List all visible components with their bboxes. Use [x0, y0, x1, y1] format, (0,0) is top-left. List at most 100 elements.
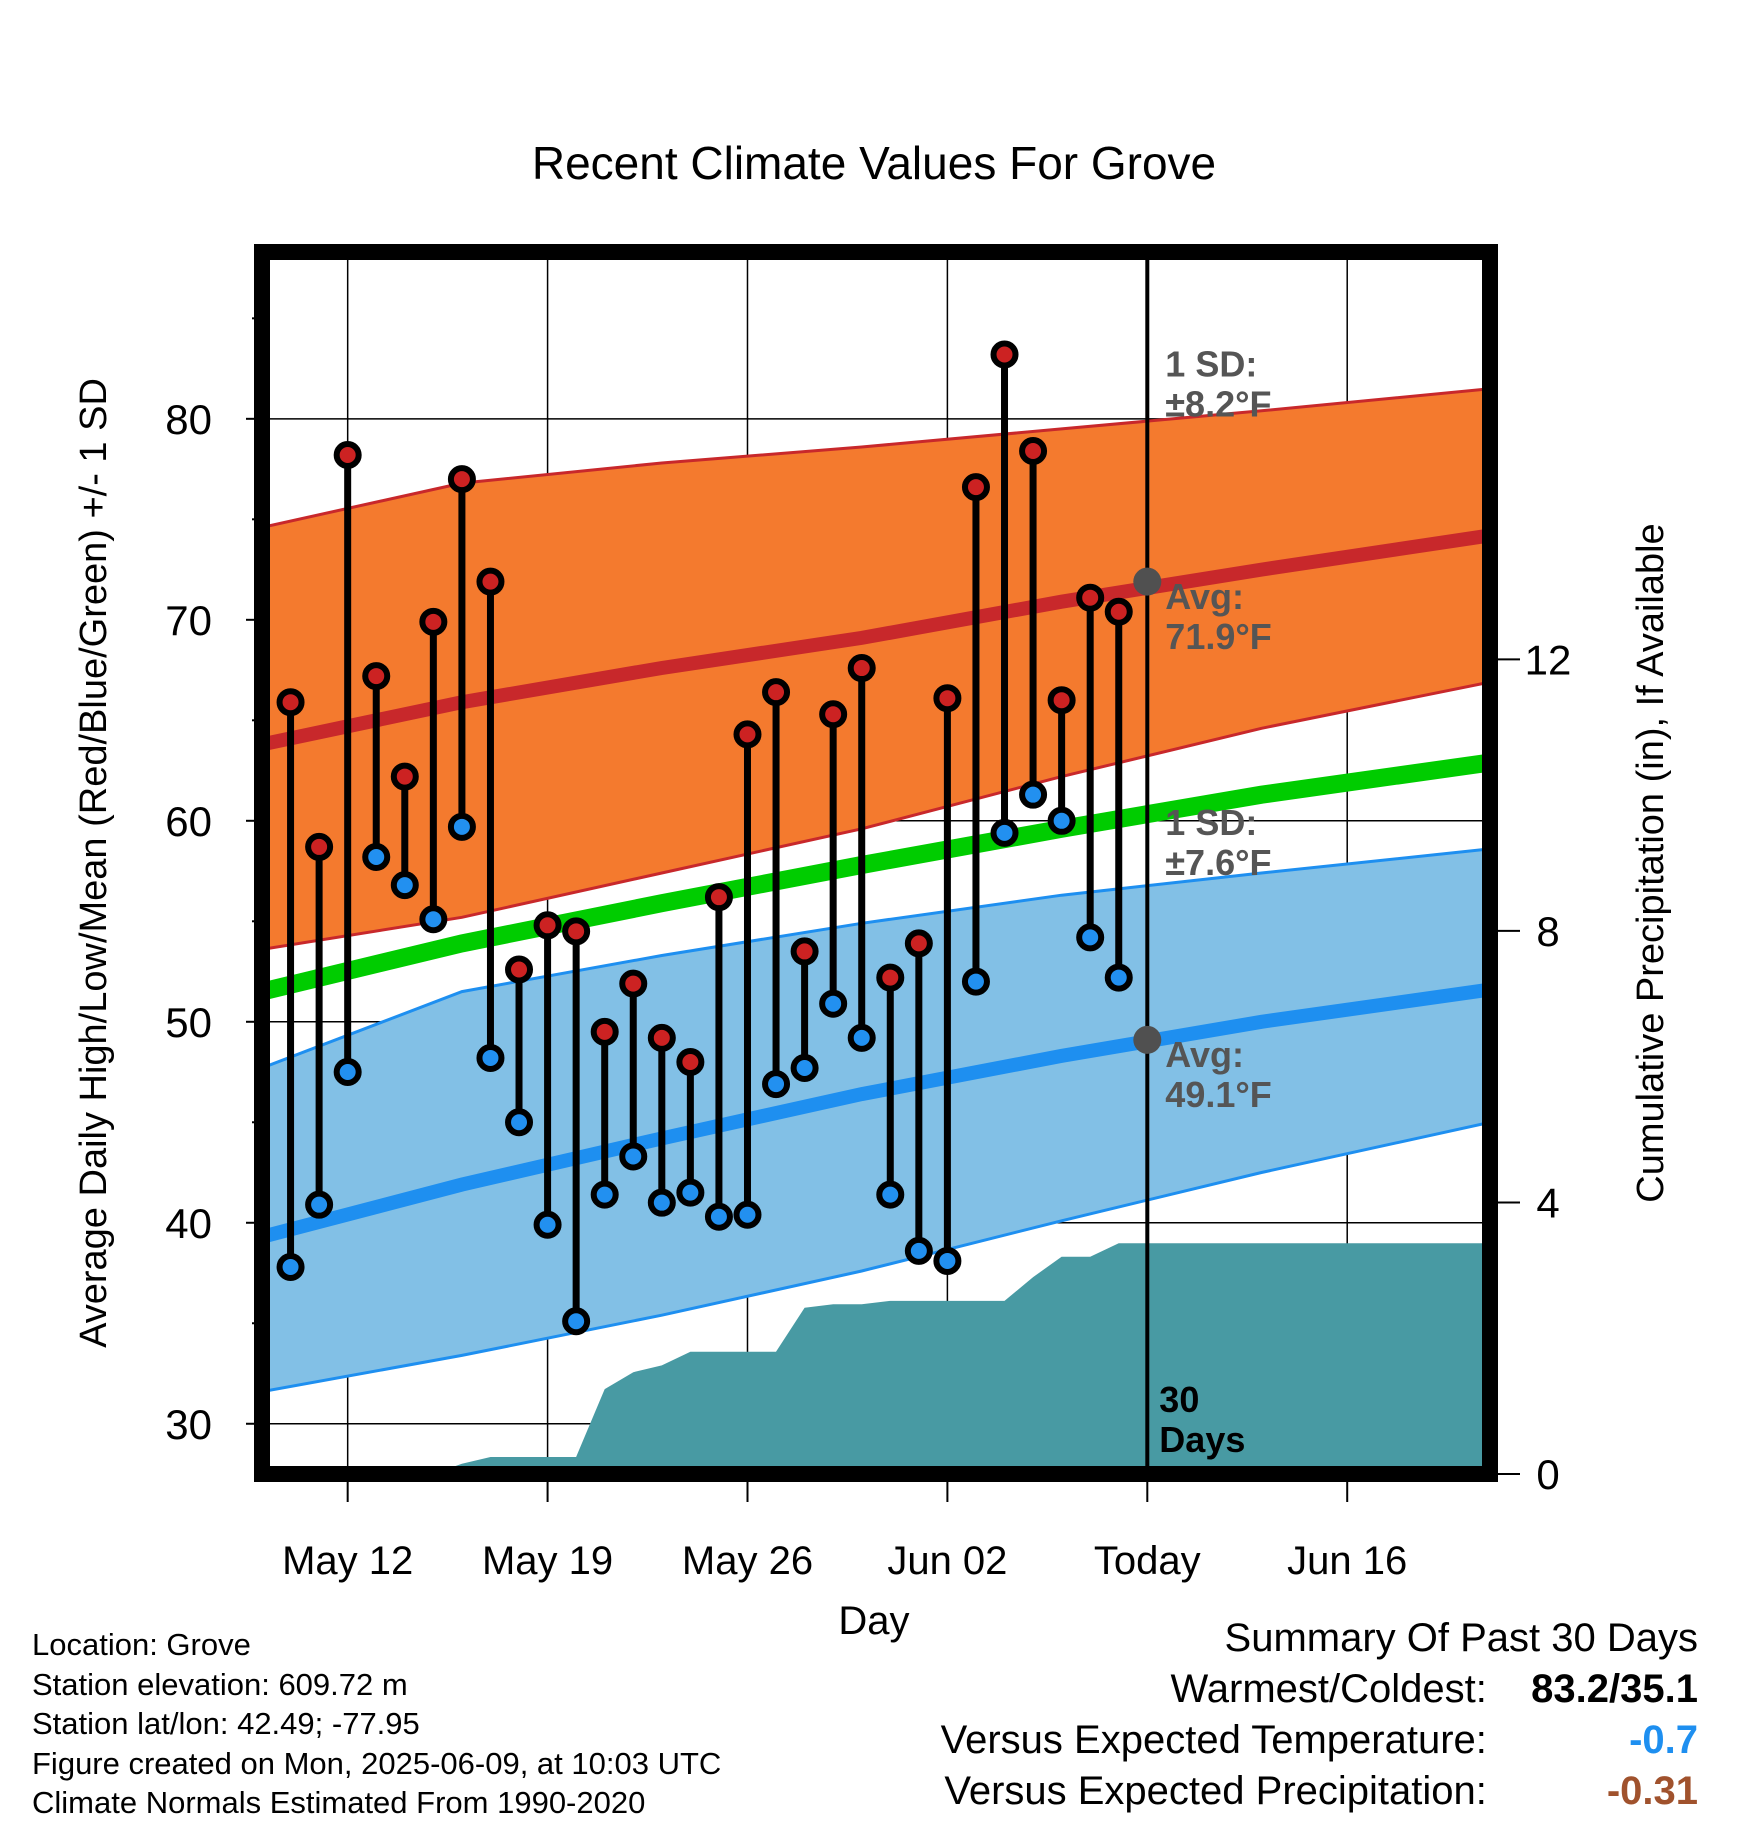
summary-panel: Summary Of Past 30 Days Warmest/Coldest:… — [941, 1613, 1698, 1817]
warmest-label: Warmest/Coldest: — [1170, 1667, 1487, 1711]
x-tick-label-today: Today — [1094, 1539, 1201, 1583]
temp-value: -0.7 — [1629, 1718, 1698, 1762]
today-low-avg-dot — [1133, 1025, 1162, 1054]
obs-high-point-24 — [961, 473, 990, 502]
obs-high-point-10 — [562, 917, 591, 946]
obs-high-point-9 — [533, 911, 562, 940]
obs-low-point-15 — [704, 1202, 733, 1231]
y-tick-label-70: 70 — [165, 597, 212, 644]
y-axis-label: Average Daily High/Low/Mean (Red/Blue/Gr… — [73, 378, 115, 1348]
obs-high-point-28 — [1076, 583, 1105, 612]
y-tick-label-50: 50 — [165, 999, 212, 1046]
y2-tick-label-12: 12 — [1525, 636, 1572, 683]
low-sd-band — [262, 848, 1490, 1392]
obs-high-point-13 — [647, 1023, 676, 1052]
obs-low-point-2 — [333, 1058, 362, 1087]
obs-low-point-8 — [505, 1108, 534, 1137]
high-sd-label-1: ±8.2°F — [1165, 384, 1271, 425]
obs-low-point-9 — [533, 1210, 562, 1239]
low-sd-label-0: 1 SD: — [1165, 802, 1257, 843]
x-axis-label: Day — [838, 1599, 909, 1643]
obs-low-point-13 — [647, 1188, 676, 1217]
y-tick-label-40: 40 — [165, 1200, 212, 1247]
obs-high-point-3 — [362, 662, 391, 691]
obs-high-point-5 — [419, 607, 448, 636]
period-label-0: 30 — [1159, 1379, 1199, 1420]
obs-high-point-7 — [476, 567, 505, 596]
obs-low-point-3 — [362, 842, 391, 871]
station-info: Location: Grove Station elevation: 609.7… — [32, 1625, 721, 1823]
obs-high-point-21 — [876, 963, 905, 992]
today-high-avg-dot — [1133, 567, 1162, 596]
obs-high-point-14 — [676, 1047, 705, 1076]
obs-high-point-20 — [847, 654, 876, 683]
low-normal-line — [262, 982, 1490, 1244]
normals-text: Climate Normals Estimated From 1990-2020 — [32, 1785, 646, 1820]
obs-high-point-15 — [704, 883, 733, 912]
low-avg-label-0: Avg: — [1165, 1034, 1244, 1075]
obs-high-point-6 — [447, 465, 476, 494]
low-avg-label-1: 49.1°F — [1165, 1074, 1271, 1115]
obs-low-point-22 — [904, 1236, 933, 1265]
obs-low-point-14 — [676, 1178, 705, 1207]
x-tick-label-may-26: May 26 — [682, 1539, 813, 1583]
precip-value: -0.31 — [1606, 1769, 1698, 1813]
x-tick-label-may-19: May 19 — [482, 1539, 613, 1583]
obs-high-point-8 — [505, 955, 534, 984]
obs-low-point-19 — [819, 989, 848, 1018]
obs-high-point-4 — [390, 762, 419, 791]
period-label-1: Days — [1159, 1419, 1245, 1460]
obs-low-point-6 — [447, 812, 476, 841]
obs-high-point-23 — [933, 684, 962, 713]
obs-high-point-2 — [333, 440, 362, 469]
obs-low-point-27 — [1047, 806, 1076, 835]
plot-frame — [254, 244, 1498, 1482]
obs-high-point-26 — [1019, 436, 1048, 465]
obs-low-point-4 — [390, 871, 419, 900]
obs-high-point-25 — [990, 340, 1019, 369]
summary-precip-row: Versus Expected Precipitation: -0.31 — [941, 1766, 1698, 1817]
axes: 30 40 50 60 70 80 0 4 8 12 May 12 May 19 May 26 Jun 0… — [165, 317, 1572, 1583]
obs-low-point-26 — [1019, 780, 1048, 809]
precipitation-area — [262, 1243, 1490, 1474]
obs-low-point-12 — [619, 1142, 648, 1171]
y2-tick-label-4: 4 — [1536, 1179, 1559, 1226]
summary-temp-row: Versus Expected Temperature: -0.7 — [941, 1715, 1698, 1766]
high-sd-band — [262, 388, 1490, 950]
high-sd-label-0: 1 SD: — [1165, 344, 1257, 385]
y-tick-label-80: 80 — [165, 396, 212, 443]
obs-low-point-28 — [1076, 923, 1105, 952]
obs-high-point-18 — [790, 937, 819, 966]
warmest-value: 83.2/35.1 — [1531, 1667, 1698, 1711]
obs-low-point-25 — [990, 818, 1019, 847]
obs-low-point-0 — [276, 1252, 305, 1281]
obs-low-point-20 — [847, 1023, 876, 1052]
low-sd-label-1: ±7.6°F — [1165, 842, 1271, 883]
y2-axis-label: Cumulative Precipitation (in), If Availa… — [1630, 523, 1672, 1202]
obs-low-point-23 — [933, 1246, 962, 1275]
x-tick-label-jun-16: Jun 16 — [1287, 1539, 1407, 1583]
summary-warmest-row: Warmest/Coldest: 83.2/35.1 — [941, 1664, 1699, 1715]
y-tick-label-60: 60 — [165, 798, 212, 845]
obs-low-point-16 — [733, 1200, 762, 1229]
obs-low-point-1 — [305, 1190, 334, 1219]
precip-label: Versus Expected Precipitation: — [944, 1769, 1487, 1813]
temp-label: Versus Expected Temperature: — [940, 1718, 1487, 1762]
x-tick-label-may-12: May 12 — [282, 1539, 413, 1583]
obs-low-point-10 — [562, 1307, 591, 1336]
summary-heading: Summary Of Past 30 Days — [1224, 1616, 1698, 1660]
obs-low-point-7 — [476, 1043, 505, 1072]
obs-high-point-11 — [590, 1017, 619, 1046]
x-tick-label-jun-02: Jun 02 — [887, 1539, 1007, 1583]
obs-high-point-1 — [305, 832, 334, 861]
obs-low-point-18 — [790, 1054, 819, 1083]
obs-high-point-22 — [904, 929, 933, 958]
obs-high-point-16 — [733, 720, 762, 749]
obs-high-point-29 — [1104, 597, 1133, 626]
created-text: Figure created on Mon, 2025-06-09, at 10… — [32, 1745, 722, 1781]
latlon-text: Station lat/lon: 42.49; -77.95 — [32, 1706, 420, 1741]
obs-high-point-12 — [619, 969, 648, 998]
low-sd-band-lower-edge — [262, 1120, 1490, 1394]
obs-high-point-0 — [276, 688, 305, 717]
